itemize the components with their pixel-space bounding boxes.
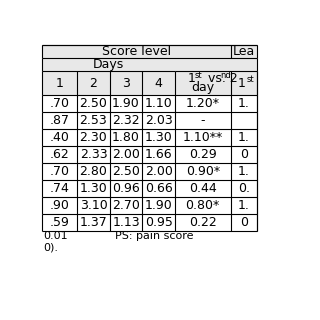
Text: 0.90*: 0.90* — [186, 165, 220, 178]
Text: Score level: Score level — [101, 45, 171, 58]
Text: 1.: 1. — [238, 165, 250, 178]
Text: 0.01: 0.01 — [43, 230, 68, 241]
Bar — [42, 71, 257, 95]
Text: .90: .90 — [49, 199, 69, 212]
Text: 1: 1 — [55, 76, 63, 90]
Text: 0.29: 0.29 — [189, 148, 217, 161]
Text: .87: .87 — [49, 114, 69, 127]
Text: 2.70: 2.70 — [112, 199, 140, 212]
Text: 0.96: 0.96 — [112, 182, 140, 195]
Bar — [42, 59, 175, 71]
Text: 1.20*: 1.20* — [186, 97, 220, 110]
Text: Lea: Lea — [233, 45, 255, 58]
Bar — [231, 44, 257, 59]
Text: 1.: 1. — [238, 97, 250, 110]
Text: 0.66: 0.66 — [145, 182, 172, 195]
Text: Days: Days — [92, 58, 124, 71]
Text: 2.32: 2.32 — [112, 114, 140, 127]
Text: 2.33: 2.33 — [80, 148, 107, 161]
Text: 2: 2 — [90, 76, 97, 90]
Text: 1.: 1. — [238, 131, 250, 144]
Text: day: day — [191, 81, 214, 94]
Text: 1.66: 1.66 — [145, 148, 172, 161]
Text: 1.80: 1.80 — [112, 131, 140, 144]
Text: .40: .40 — [49, 131, 69, 144]
Text: 3: 3 — [122, 76, 130, 90]
Text: -: - — [201, 114, 205, 127]
Text: 1: 1 — [237, 76, 245, 90]
Text: 4: 4 — [155, 76, 163, 90]
Text: 0.22: 0.22 — [189, 216, 217, 229]
Text: 1.90: 1.90 — [112, 97, 140, 110]
Text: st: st — [195, 71, 203, 80]
Text: 1: 1 — [188, 72, 196, 85]
Text: vs. 2: vs. 2 — [204, 72, 238, 85]
Text: 1.30: 1.30 — [80, 182, 107, 195]
Text: PS: pain score: PS: pain score — [115, 230, 194, 241]
Text: 1.: 1. — [238, 199, 250, 212]
Text: 2.00: 2.00 — [112, 148, 140, 161]
Text: 2.50: 2.50 — [80, 97, 108, 110]
Text: 2.53: 2.53 — [80, 114, 107, 127]
Bar — [175, 59, 257, 71]
Text: 1.30: 1.30 — [145, 131, 172, 144]
Text: 0: 0 — [240, 148, 248, 161]
Text: .70: .70 — [49, 165, 69, 178]
Text: 2.03: 2.03 — [145, 114, 172, 127]
Text: st: st — [247, 76, 254, 84]
Text: 2.80: 2.80 — [80, 165, 108, 178]
Text: 0.95: 0.95 — [145, 216, 172, 229]
Text: .70: .70 — [49, 97, 69, 110]
Text: 2.00: 2.00 — [145, 165, 172, 178]
Text: 1.13: 1.13 — [112, 216, 140, 229]
Text: 0).: 0). — [43, 243, 58, 253]
Text: 0.: 0. — [238, 182, 250, 195]
Text: 0: 0 — [240, 216, 248, 229]
Text: 2.50: 2.50 — [112, 165, 140, 178]
Text: nd: nd — [220, 71, 230, 80]
Bar — [42, 44, 231, 59]
Text: 0.44: 0.44 — [189, 182, 217, 195]
Text: .74: .74 — [49, 182, 69, 195]
Text: .62: .62 — [50, 148, 69, 161]
Text: 1.10**: 1.10** — [183, 131, 223, 144]
Text: 0.80*: 0.80* — [186, 199, 220, 212]
Text: 3.10: 3.10 — [80, 199, 107, 212]
Text: 1.37: 1.37 — [80, 216, 107, 229]
Text: .59: .59 — [49, 216, 69, 229]
Text: 1.10: 1.10 — [145, 97, 172, 110]
Text: 1.90: 1.90 — [145, 199, 172, 212]
Text: 2.30: 2.30 — [80, 131, 107, 144]
